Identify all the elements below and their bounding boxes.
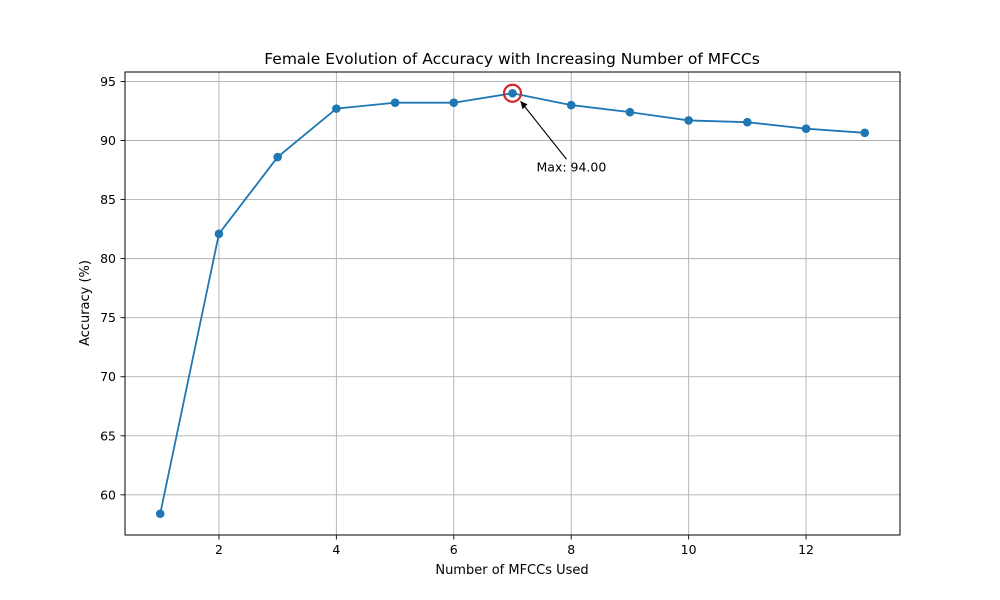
y-tick-label: 90 [100,133,116,148]
x-tick-label: 8 [567,542,575,557]
chart-title: Female Evolution of Accuracy with Increa… [264,50,760,68]
x-tick-label: 4 [332,542,340,557]
y-tick-label: 80 [100,251,116,266]
y-tick-label: 95 [100,74,116,89]
x-tick-label: 6 [450,542,458,557]
data-point [273,152,282,162]
annotation-arrow-head [520,101,528,110]
max-highlight-ring [502,83,523,103]
annotation-label: Max: 94.00 [537,159,607,174]
series-line [159,92,865,514]
data-point [449,98,459,108]
data-point [684,116,693,125]
data-point [625,107,635,117]
x-tick-label: 12 [798,542,814,557]
series-layer [155,88,870,519]
x-axis-label: Number of MFCCs Used [435,563,588,578]
data-point [743,117,752,127]
y-tick-label: 70 [100,369,116,384]
data-point [801,124,811,133]
y-tick-label: 75 [100,310,116,325]
annotation-arrow-line [520,100,567,160]
y-axis-label: Accuracy (%) [78,260,93,346]
data-point [566,100,576,110]
max-annotation: Max: 94.00 [502,83,607,174]
data-point [332,104,341,113]
grid [125,72,900,535]
data-point [508,88,517,98]
x-axis: 2 4 6 8 10 12 [215,535,814,557]
data-point [155,509,165,519]
data-point [860,128,870,138]
x-tick-label: 10 [681,542,697,557]
y-tick-label: 65 [100,428,116,443]
data-point [390,98,400,108]
data-point [214,229,224,239]
y-tick-label: 60 [100,487,116,502]
y-axis: 60 65 70 75 80 85 90 95 [100,74,125,502]
y-tick-label: 85 [100,192,116,207]
plot-frame [124,71,901,536]
x-tick-label: 2 [215,542,223,557]
